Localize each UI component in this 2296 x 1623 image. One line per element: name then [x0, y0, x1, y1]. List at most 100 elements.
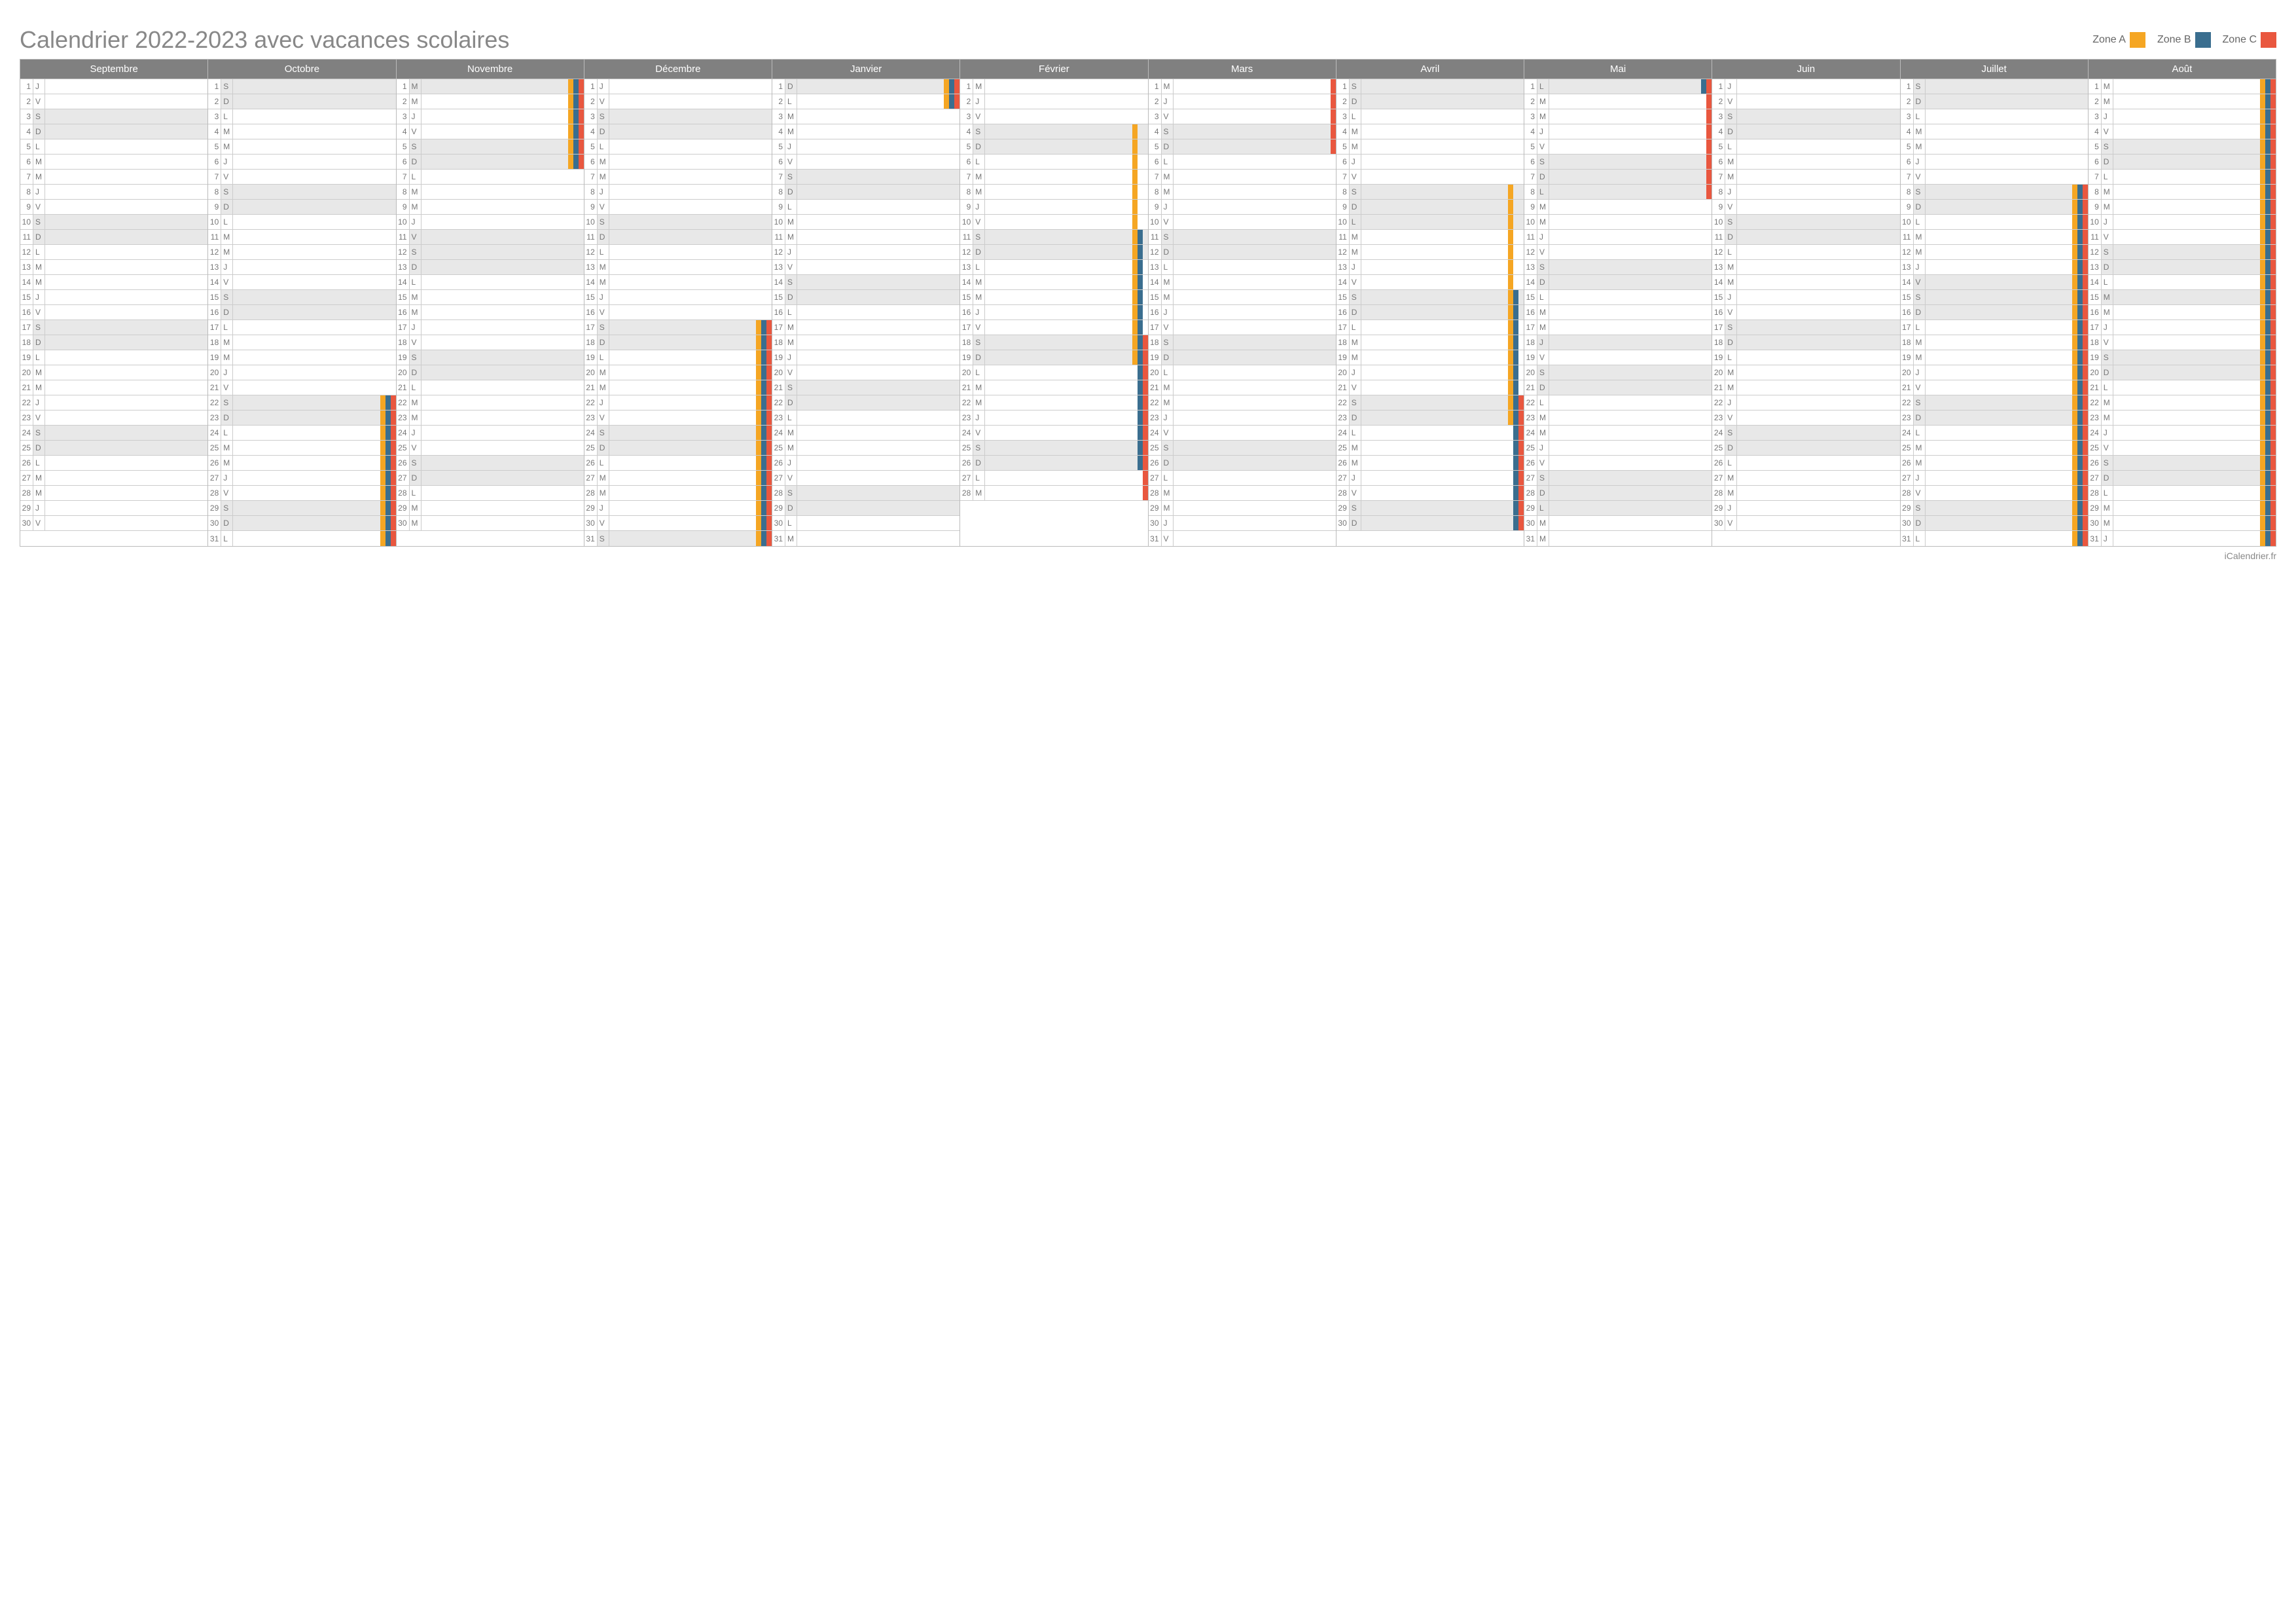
day-cell: 24L: [1336, 426, 1524, 441]
day-of-week: V: [1162, 531, 1174, 546]
day-number: 22: [1336, 395, 1350, 410]
day-body: [797, 260, 960, 274]
day-body: [422, 501, 584, 515]
zone-c-stripe: [1143, 441, 1148, 455]
day-cell: 14M: [20, 275, 207, 290]
day-body: [45, 426, 207, 440]
zone-b-stripe: [386, 516, 391, 530]
day-number: 1: [1524, 79, 1537, 94]
day-of-week: M: [785, 531, 797, 546]
day-body: [609, 170, 772, 184]
day-cell: 27D: [397, 471, 584, 486]
zone-b-stripe: [1513, 215, 1518, 229]
zone-c-stripe: [1706, 94, 1712, 109]
zone-a-stripe: [1132, 486, 1138, 500]
day-body: [609, 335, 772, 350]
day-cell: 9J: [1149, 200, 1336, 215]
day-of-week: M: [1914, 245, 1926, 259]
day-body: [985, 200, 1147, 214]
day-body: [1737, 185, 1899, 199]
day-of-week: M: [221, 441, 233, 455]
zone-c-stripe: [1518, 350, 1524, 365]
day-cell: 17J: [2089, 320, 2276, 335]
zone-a-stripe: [2260, 275, 2265, 289]
month-column: Mars1M2J3V4S5D6L7M8M9J10V11S12D13L14M15M…: [1149, 60, 1336, 546]
day-of-week: L: [598, 350, 609, 365]
zone-stripes: [1508, 471, 1524, 485]
month-column: Juillet1S2D3L4M5M6J7V8S9D10L11M12M13J14V…: [1901, 60, 2089, 546]
zone-a-stripe: [2072, 245, 2077, 259]
zone-a-stripe: [2072, 426, 2077, 440]
day-cell: 22J: [20, 395, 207, 410]
day-number: 17: [397, 320, 410, 335]
zone-stripes: [1508, 320, 1524, 335]
zone-stripes: [1508, 410, 1524, 425]
day-body: [1361, 260, 1524, 274]
day-body: [422, 410, 584, 425]
day-of-week: S: [1537, 155, 1549, 169]
day-of-week: S: [221, 290, 233, 304]
zone-a-stripe: [1132, 170, 1138, 184]
zone-b-stripe: [1513, 471, 1518, 485]
zone-a-stripe: [756, 531, 761, 546]
day-body: [422, 320, 584, 335]
day-cell: 20D: [397, 365, 584, 380]
zone-a-stripe: [2260, 380, 2265, 395]
day-of-week: D: [1350, 410, 1361, 425]
day-body: [45, 456, 207, 470]
zone-a-stripe: [1132, 456, 1138, 470]
day-number: 26: [20, 456, 33, 470]
day-number: 1: [208, 79, 221, 94]
zone-a-stripe: [1508, 395, 1513, 410]
day-body: [233, 230, 395, 244]
zone-c-stripe: [1143, 260, 1148, 274]
day-body: [45, 501, 207, 515]
day-body: [609, 230, 772, 244]
zone-c-stripe: [579, 155, 584, 169]
zone-c-stripe: [1518, 335, 1524, 350]
day-number: 27: [1901, 471, 1914, 485]
zone-stripes: [1132, 275, 1148, 289]
day-of-week: L: [1350, 426, 1361, 440]
day-number: 11: [20, 230, 33, 244]
zone-a-stripe: [2260, 486, 2265, 500]
zone-a-stripe: [756, 471, 761, 485]
day-of-week: M: [410, 94, 422, 109]
day-of-week: S: [410, 139, 422, 154]
day-number: 19: [208, 350, 221, 365]
zone-b-stripe: [2265, 410, 2270, 425]
zone-a-stripe: [1508, 365, 1513, 380]
day-number: 28: [20, 486, 33, 500]
day-body: [609, 426, 772, 440]
day-cell: 9V: [1712, 200, 1899, 215]
day-of-week: M: [33, 486, 45, 500]
day-body: [45, 335, 207, 350]
day-cell: 1L: [1524, 79, 1712, 94]
day-number: 25: [1901, 441, 1914, 455]
zone-a-stripe: [1320, 94, 1325, 109]
day-body: [233, 365, 395, 380]
zone-a-stripe: [2260, 139, 2265, 154]
zone-stripes: [568, 79, 584, 94]
day-number: 15: [1712, 290, 1725, 304]
day-body: [1549, 139, 1712, 154]
day-number: 2: [1336, 94, 1350, 109]
day-number: 17: [772, 320, 785, 335]
day-body: [1174, 456, 1336, 470]
zone-b-stripe: [1138, 245, 1143, 259]
zone-a-stripe: [380, 456, 386, 470]
day-number: 15: [208, 290, 221, 304]
day-cell: 20M: [1712, 365, 1899, 380]
day-number: 24: [208, 426, 221, 440]
day-of-week: S: [1725, 320, 1737, 335]
day-of-week: L: [2102, 486, 2113, 500]
day-body: [1549, 380, 1712, 395]
day-cell: 29D: [772, 501, 960, 516]
zone-b-stripe: [2077, 501, 2083, 515]
zone-b-stripe: [2265, 109, 2270, 124]
header: Calendrier 2022-2023 avec vacances scola…: [20, 26, 2276, 54]
zone-b-stripe: [386, 471, 391, 485]
day-number: 23: [772, 410, 785, 425]
day-number: 14: [2089, 275, 2102, 289]
day-number: 26: [1712, 456, 1725, 470]
